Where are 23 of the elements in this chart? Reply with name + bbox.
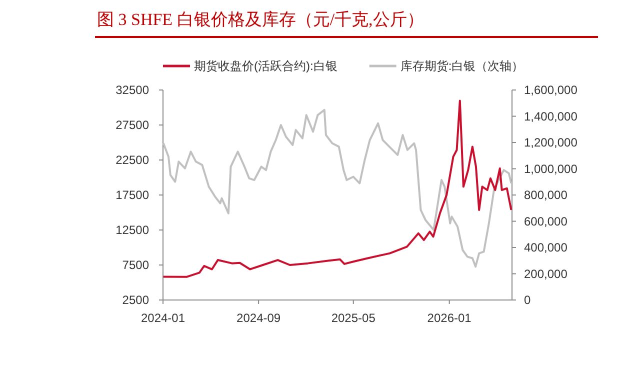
y2-tick-label: 1,600,000 — [524, 83, 578, 97]
y2-tick-label: 1,000,000 — [524, 162, 578, 176]
y2-tick-label: 1,400,000 — [524, 109, 578, 124]
y2-tick-label: 200,000 — [524, 266, 568, 281]
x-tick-label: 2024-01 — [140, 311, 186, 325]
y-tick-label: 2500 — [122, 293, 150, 307]
y2-tick-label: 0 — [524, 293, 531, 307]
chart-title: 图 3 SHFE 白银价格及库存（元/千克,公斤） — [97, 10, 424, 29]
y2-tick-label: 400,000 — [524, 240, 568, 254]
x-tick-label: 2025-05 — [331, 311, 376, 325]
y-tick-label: 17500 — [116, 188, 150, 202]
legend-label: 期货收盘价(活跃合约):白银 — [194, 59, 338, 73]
y2-tick-label: 1,200,000 — [524, 136, 578, 150]
y2-tick-label: 800,000 — [524, 188, 568, 202]
y-tick-label: 32500 — [116, 83, 150, 97]
y-tick-label: 27500 — [116, 118, 150, 132]
x-tick-label: 2026-01 — [427, 311, 472, 325]
y-tick-label: 22500 — [116, 153, 150, 167]
legend-label: 库存期货:白银（次轴） — [400, 59, 524, 73]
y-tick-label: 7500 — [122, 258, 150, 272]
y2-tick-label: 600,000 — [524, 214, 568, 228]
y-tick-label: 12500 — [116, 223, 150, 237]
x-tick-label: 2024-09 — [236, 311, 281, 325]
